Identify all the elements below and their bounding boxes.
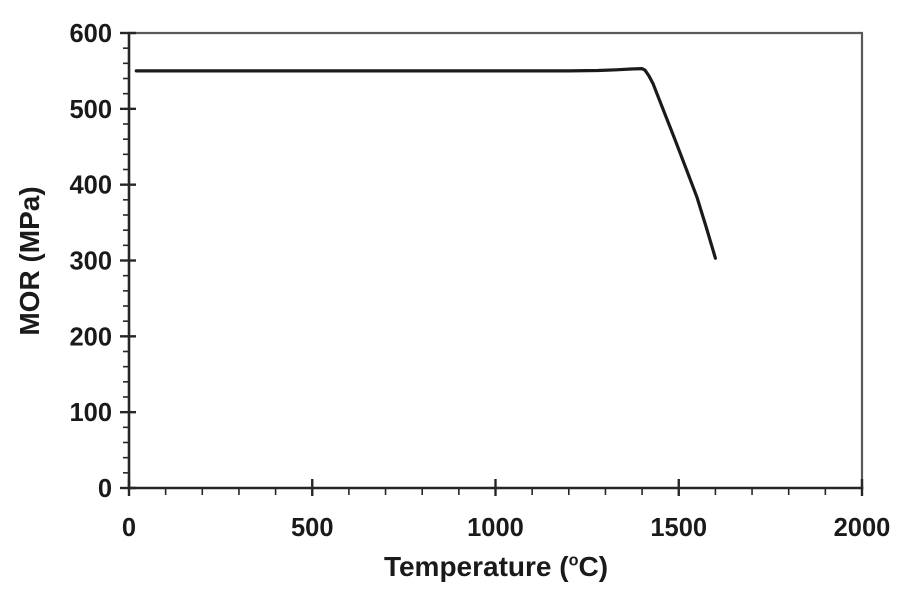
- y-tick-label: 600: [69, 20, 112, 48]
- y-axis-title: MOR (MPa): [14, 186, 46, 335]
- x-axis-title-prefix: Temperature (: [383, 551, 569, 582]
- x-tick-label: 0: [122, 514, 136, 542]
- series-line-mor: [134, 67, 717, 260]
- y-tick-label: 200: [69, 323, 112, 351]
- y-tick-label: 300: [69, 248, 112, 276]
- y-tick-label: 500: [69, 96, 112, 124]
- y-tick-label: 100: [69, 399, 112, 427]
- x-axis-title: Temperature (oC): [384, 551, 608, 583]
- y-tick-label: 400: [69, 172, 112, 200]
- y-tick-label: 0: [98, 475, 112, 503]
- x-tick-label: 2000: [834, 514, 891, 542]
- x-axis-title-suffix: C): [578, 551, 609, 582]
- y-axis-title-text: MOR (MPa): [14, 186, 45, 336]
- degree-superscript: o: [568, 551, 579, 570]
- x-tick-label: 500: [291, 514, 334, 542]
- x-tick-label: 1500: [650, 514, 707, 542]
- x-tick-label: 1000: [467, 514, 524, 542]
